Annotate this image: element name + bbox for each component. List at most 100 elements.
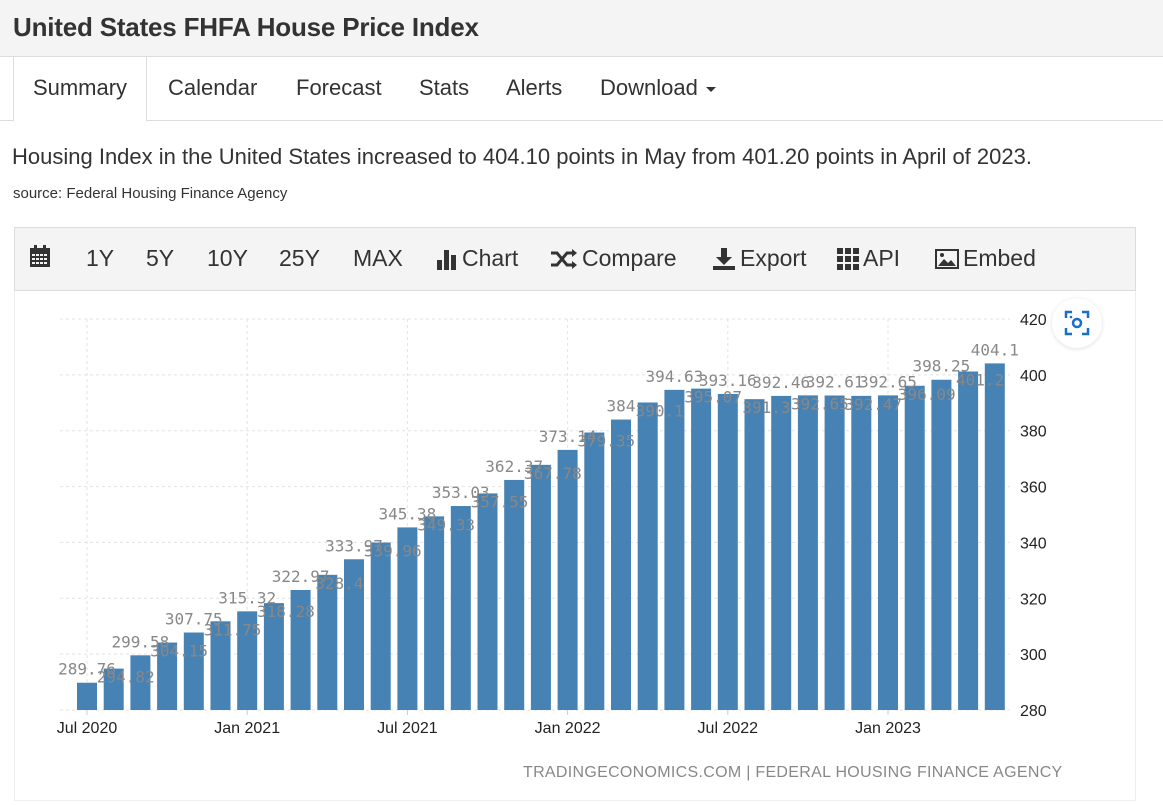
data-label: 373.14	[539, 427, 597, 446]
bar	[717, 393, 738, 710]
bar	[317, 574, 338, 710]
range-1y-button[interactable]: 1Y	[86, 245, 114, 272]
tab-download[interactable]: Download	[600, 57, 716, 121]
data-label: 339.96	[364, 542, 422, 561]
compare-button[interactable]: Compare	[550, 245, 677, 272]
bar	[157, 642, 178, 710]
api-label: API	[863, 245, 901, 271]
range-10y-button[interactable]: 10Y	[207, 245, 248, 272]
bar	[824, 395, 845, 710]
calendar-button[interactable]	[29, 244, 51, 268]
data-label: 390.1	[636, 402, 684, 421]
y-tick-label: 380	[1020, 424, 1047, 441]
grid-icon	[837, 247, 859, 270]
data-label: 345.38	[379, 504, 437, 523]
bar	[130, 655, 151, 710]
tab-label: Stats	[419, 75, 470, 100]
tab-calendar[interactable]: Calendar	[168, 57, 257, 121]
bar	[771, 395, 792, 710]
data-label: 404.1	[971, 340, 1019, 359]
data-label: 315.32	[218, 588, 276, 607]
embed-button[interactable]: Embed	[935, 245, 1036, 272]
page-title: United States FHFA House Price Index	[13, 12, 479, 42]
bar	[290, 589, 311, 710]
data-label: 396.09	[898, 385, 956, 404]
bar	[691, 388, 712, 710]
data-label: 322.97	[272, 567, 330, 586]
data-label: 328.4	[315, 574, 363, 593]
bar	[450, 506, 471, 710]
bar	[904, 385, 925, 710]
data-label: 392.46	[752, 373, 810, 392]
chart-container	[14, 291, 1136, 801]
tab-alerts[interactable]: Alerts	[506, 57, 562, 121]
bar	[530, 464, 551, 710]
x-tick-label: Jan 2021	[214, 720, 280, 737]
range-5y-button[interactable]: 5Y	[146, 245, 174, 272]
data-label: 392.47	[844, 395, 902, 414]
tab-forecast[interactable]: Forecast	[296, 57, 382, 121]
chart-type-button[interactable]: Chart	[436, 245, 518, 272]
export-label: Export	[740, 245, 807, 271]
data-label: 367.78	[524, 464, 582, 483]
chart-label: Chart	[462, 245, 519, 271]
shuffle-icon	[551, 248, 577, 269]
data-label: 392.65	[791, 394, 849, 413]
range-max-button[interactable]: MAX	[353, 245, 403, 272]
data-label: 392.65	[859, 372, 917, 391]
calendar-icon	[30, 245, 50, 267]
bar	[664, 389, 685, 710]
y-tick-label: 420	[1020, 312, 1047, 329]
data-label: 349.33	[417, 515, 475, 534]
tab-label: Alerts	[506, 75, 563, 100]
image-icon	[935, 248, 959, 269]
bar	[851, 395, 872, 710]
range-label: MAX	[353, 245, 403, 271]
bar	[477, 493, 498, 710]
tab-label: Calendar	[168, 75, 258, 100]
data-label: 391.3	[742, 398, 790, 417]
data-label: 333.97	[325, 536, 383, 555]
data-label: 384	[607, 397, 636, 416]
tab-label: Summary	[32, 75, 128, 100]
x-tick-label: Jan 2022	[535, 720, 601, 737]
data-label: 392.61	[806, 372, 864, 391]
data-label: 394.63	[646, 367, 704, 386]
bar	[210, 621, 231, 710]
data-label: 362.37	[485, 457, 543, 476]
chart-credit: TRADINGECONOMICS.COM | FEDERAL HOUSING F…	[523, 764, 1063, 781]
source-text: source: Federal Housing Finance Agency	[13, 185, 288, 202]
bar-chart-icon	[437, 249, 456, 270]
data-label: 294.82	[97, 668, 155, 687]
bar	[557, 449, 578, 710]
data-label: 395.07	[684, 388, 742, 407]
caret-down-icon	[705, 86, 716, 92]
bar	[878, 395, 898, 710]
y-tick-label: 320	[1020, 591, 1047, 608]
export-button[interactable]: Export	[712, 245, 806, 272]
bar	[931, 379, 952, 710]
page-header: United States FHFA House Price Index	[0, 0, 1163, 57]
bar	[958, 371, 979, 710]
bar	[344, 559, 364, 710]
bar	[984, 363, 1005, 710]
x-tick-label: Jul 2022	[698, 720, 759, 737]
range-label: 1Y	[86, 245, 115, 271]
range-25y-button[interactable]: 25Y	[279, 245, 320, 272]
zoom-button[interactable]	[1052, 298, 1102, 348]
tab-summary[interactable]: Summary	[13, 57, 147, 122]
y-tick-label: 400	[1020, 368, 1047, 385]
data-label: 398.25	[913, 357, 971, 376]
tab-label: Forecast	[296, 75, 382, 100]
tab-stats[interactable]: Stats	[419, 57, 469, 121]
bar	[744, 399, 765, 710]
summary-text: Housing Index in the United States incre…	[12, 144, 1032, 169]
bar	[424, 516, 445, 710]
bar	[797, 395, 818, 710]
bar	[237, 611, 258, 710]
range-label: 25Y	[279, 245, 320, 271]
bar	[397, 527, 418, 710]
api-button[interactable]: API	[837, 245, 900, 272]
y-tick-label: 300	[1020, 647, 1047, 664]
compare-label: Compare	[582, 245, 677, 271]
